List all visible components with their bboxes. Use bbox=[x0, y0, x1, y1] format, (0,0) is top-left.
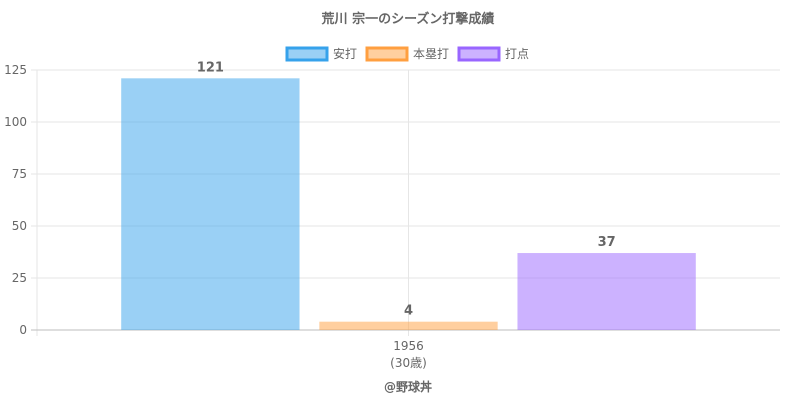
y-tick-label-2: 50 bbox=[12, 219, 27, 233]
y-tick-label-5: 125 bbox=[4, 63, 27, 77]
y-axis: 0 25 50 75 100 125 bbox=[4, 63, 27, 337]
y-tick-label-1: 25 bbox=[12, 271, 27, 285]
bar-value-label-1-0: 4 bbox=[404, 304, 413, 319]
legend-label-1: 本塁打 bbox=[413, 47, 449, 61]
bar-value-label-2-0: 37 bbox=[598, 235, 616, 250]
legend-swatch-0[interactable] bbox=[285, 46, 329, 62]
credit-label: @野球丼 bbox=[384, 379, 432, 394]
bar-1-0[interactable] bbox=[319, 321, 498, 330]
chart-title: 荒川 宗一のシーズン打撃成績 bbox=[321, 11, 495, 27]
x-tick-sublabel-0: (30歳) bbox=[390, 356, 427, 370]
legend: 安打 本塁打 打点 bbox=[285, 46, 529, 62]
bar-value-label-0-0: 121 bbox=[197, 60, 224, 75]
legend-swatch-1[interactable] bbox=[365, 46, 409, 62]
bar-2-0[interactable] bbox=[517, 253, 696, 330]
legend-swatch-2[interactable] bbox=[457, 46, 501, 62]
legend-label-0: 安打 bbox=[333, 46, 357, 61]
y-tick-label-0: 0 bbox=[19, 323, 27, 337]
bar-0-0[interactable] bbox=[121, 78, 300, 330]
y-tick-label-4: 100 bbox=[4, 115, 27, 129]
x-axis: 1956 (30歳) bbox=[390, 339, 427, 370]
x-tick-label-0: 1956 bbox=[393, 339, 424, 353]
legend-label-2: 打点 bbox=[505, 47, 529, 61]
y-tick-label-3: 75 bbox=[12, 167, 27, 181]
bars: 121 4 37 bbox=[121, 60, 696, 330]
